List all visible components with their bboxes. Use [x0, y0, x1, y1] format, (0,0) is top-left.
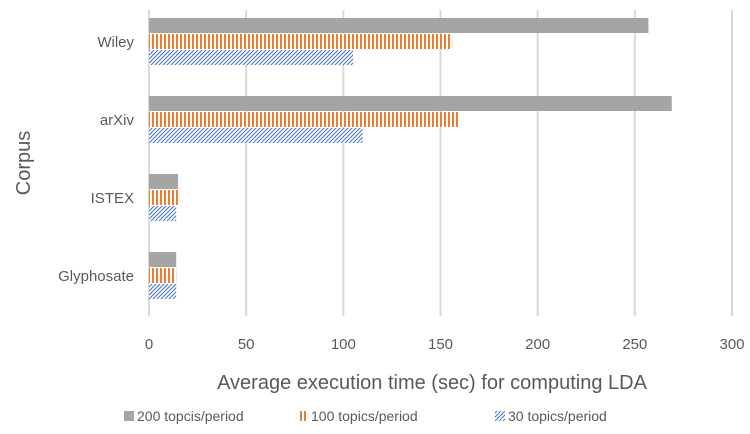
legend-swatch	[495, 411, 505, 421]
bar-istex-series-1	[149, 174, 179, 189]
bar-glyphosate-series-2	[149, 268, 177, 283]
x-tick-label: 50	[238, 336, 255, 353]
legend: 200 topcis/period 100 topics/period 30 top…	[124, 408, 607, 424]
category-label: Glyphosate	[58, 268, 134, 285]
legend-label: 100 topics/period	[311, 408, 418, 424]
category-label: ISTEX	[91, 190, 134, 207]
bar-arxiv-series-3	[149, 128, 363, 143]
category-labels: Wiley arXiv ISTEX Glyphosate	[58, 34, 134, 285]
x-tick-label: 100	[331, 336, 356, 353]
x-tick-label: 200	[525, 336, 550, 353]
legend-label: 200 topcis/period	[137, 408, 244, 424]
legend-label: 30 topics/period	[508, 408, 607, 424]
x-tick-label: 250	[622, 336, 647, 353]
category-label: Wiley	[97, 34, 134, 51]
x-tick-labels: 0 50 100 150 200 250 300	[145, 336, 745, 353]
category-label: arXiv	[100, 112, 135, 129]
legend-swatch	[124, 411, 134, 421]
bars	[149, 18, 672, 299]
x-tick-label: 300	[719, 336, 744, 353]
bar-wiley-series-2	[149, 34, 453, 49]
bar-wiley-series-3	[149, 50, 354, 65]
legend-swatch	[298, 411, 308, 421]
y-axis-title: Corpus	[13, 131, 35, 195]
bar-wiley-series-1	[149, 18, 649, 33]
bar-istex-series-3	[149, 206, 177, 221]
bar-glyphosate-series-3	[149, 284, 177, 299]
x-tick-label: 150	[428, 336, 453, 353]
bar-istex-series-2	[149, 190, 179, 205]
bar-arxiv-series-2	[149, 112, 458, 127]
x-tick-label: 0	[145, 336, 153, 353]
bar-arxiv-series-1	[149, 96, 672, 111]
x-axis-title: Average execution time (sec) for computi…	[217, 372, 647, 394]
bar-glyphosate-series-1	[149, 252, 177, 267]
